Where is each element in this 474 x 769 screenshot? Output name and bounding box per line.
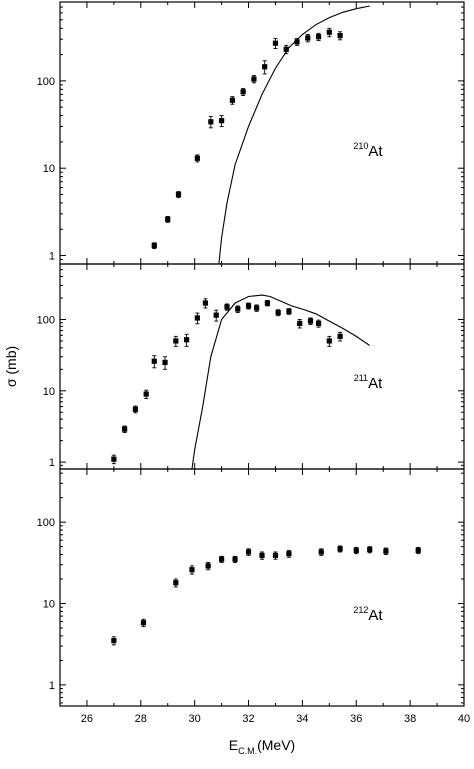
panel-3: 1 10 100 26 28 30 32 34 36 38 40 212At EC.M.(MeV)	[37, 468, 470, 756]
data-point	[173, 338, 179, 344]
x-tick-label: 36	[350, 713, 362, 725]
nucleus-mass-number: 210	[353, 141, 368, 151]
x-tick-label: 30	[189, 713, 201, 725]
data-point	[219, 556, 225, 562]
y-tick-label: 10	[43, 386, 55, 398]
data-point	[143, 391, 149, 397]
data-point	[337, 333, 343, 339]
nucleus-mass-number: 212	[353, 605, 368, 615]
data-point	[245, 549, 252, 555]
data-point	[122, 426, 128, 432]
data-point	[235, 306, 241, 312]
theory-curve	[218, 5, 370, 264]
data-point	[275, 309, 281, 316]
data-point	[111, 638, 117, 644]
data-point	[326, 29, 332, 35]
x-label-unit: (MeV)	[257, 737, 295, 753]
data-point	[183, 337, 190, 343]
y-tick-label: 10	[43, 163, 55, 175]
data-point	[132, 406, 139, 412]
x-tick-label: 38	[404, 713, 416, 725]
panel-1: 1 10 100 210At	[37, 1, 465, 265]
data-point	[259, 552, 265, 559]
data-point	[202, 300, 209, 306]
y-tick-label: 1	[49, 680, 55, 692]
x-label-subscript: C.M.	[238, 746, 257, 756]
nucleus-element: At	[368, 607, 383, 624]
data-point	[305, 35, 311, 41]
data-point	[111, 456, 117, 462]
data-point	[415, 547, 421, 553]
data-point	[315, 34, 322, 40]
data-point	[224, 304, 230, 310]
data-point	[165, 216, 171, 222]
nucleus-label: 210At	[353, 141, 383, 160]
x-tick-label: 26	[81, 713, 93, 725]
data-point	[245, 303, 252, 309]
data-point	[353, 547, 359, 553]
data-point	[283, 46, 289, 52]
data-point	[337, 546, 343, 552]
data-point	[318, 549, 324, 555]
data-point	[194, 315, 200, 321]
x-tick-label: 32	[242, 713, 254, 725]
data-point	[205, 563, 211, 569]
panel-2: 1 10 100 211At σ (mb)	[3, 263, 465, 470]
y-tick-label: 10	[43, 599, 55, 611]
data-point	[286, 308, 292, 314]
x-tick-label: 28	[135, 713, 147, 725]
data-point	[367, 546, 373, 553]
x-tick-label: 34	[296, 713, 308, 725]
data-point	[272, 40, 279, 46]
data-point	[294, 39, 300, 45]
data-point	[232, 556, 238, 562]
nucleus-element: At	[368, 375, 383, 392]
theory-curve	[191, 294, 371, 469]
nucleus-element: At	[368, 143, 383, 160]
data-point	[162, 359, 168, 366]
data-point	[297, 320, 303, 327]
x-tick-label: 40	[458, 713, 470, 725]
data-point	[264, 300, 270, 306]
nucleus-mass-number: 211	[354, 373, 368, 383]
data-point	[254, 305, 260, 311]
data-point	[307, 318, 314, 324]
data-point	[251, 76, 257, 82]
data-point	[272, 552, 279, 559]
data-point	[383, 548, 389, 554]
data-point	[151, 358, 157, 364]
y-axis-label: σ (mb)	[3, 346, 19, 387]
data-point	[175, 191, 182, 198]
data-point	[173, 580, 179, 586]
y-tick-label: 1	[49, 457, 55, 469]
x-label-symbol: E	[229, 737, 238, 753]
data-point	[151, 242, 157, 249]
nucleus-label: 212At	[353, 605, 383, 624]
y-tick-label: 100	[37, 314, 55, 326]
data-point	[326, 338, 332, 344]
y-tick-label: 100	[37, 76, 55, 88]
data-point	[189, 567, 195, 573]
y-tick-label: 1	[49, 251, 55, 263]
data-point	[315, 320, 322, 327]
data-point	[229, 97, 235, 103]
data-point	[219, 118, 225, 124]
data-point	[194, 155, 200, 161]
data-point	[140, 620, 147, 626]
plot-frame	[59, 468, 465, 707]
plot-frame	[59, 1, 465, 265]
data-point	[337, 32, 343, 39]
x-axis-label: EC.M.(MeV)	[229, 737, 295, 756]
nucleus-label: 211At	[354, 373, 383, 392]
data-point	[262, 64, 268, 70]
data-point	[213, 312, 219, 318]
data-point	[208, 119, 214, 125]
data-point	[240, 89, 246, 95]
data-point	[286, 551, 292, 557]
y-tick-label: 100	[37, 517, 55, 529]
